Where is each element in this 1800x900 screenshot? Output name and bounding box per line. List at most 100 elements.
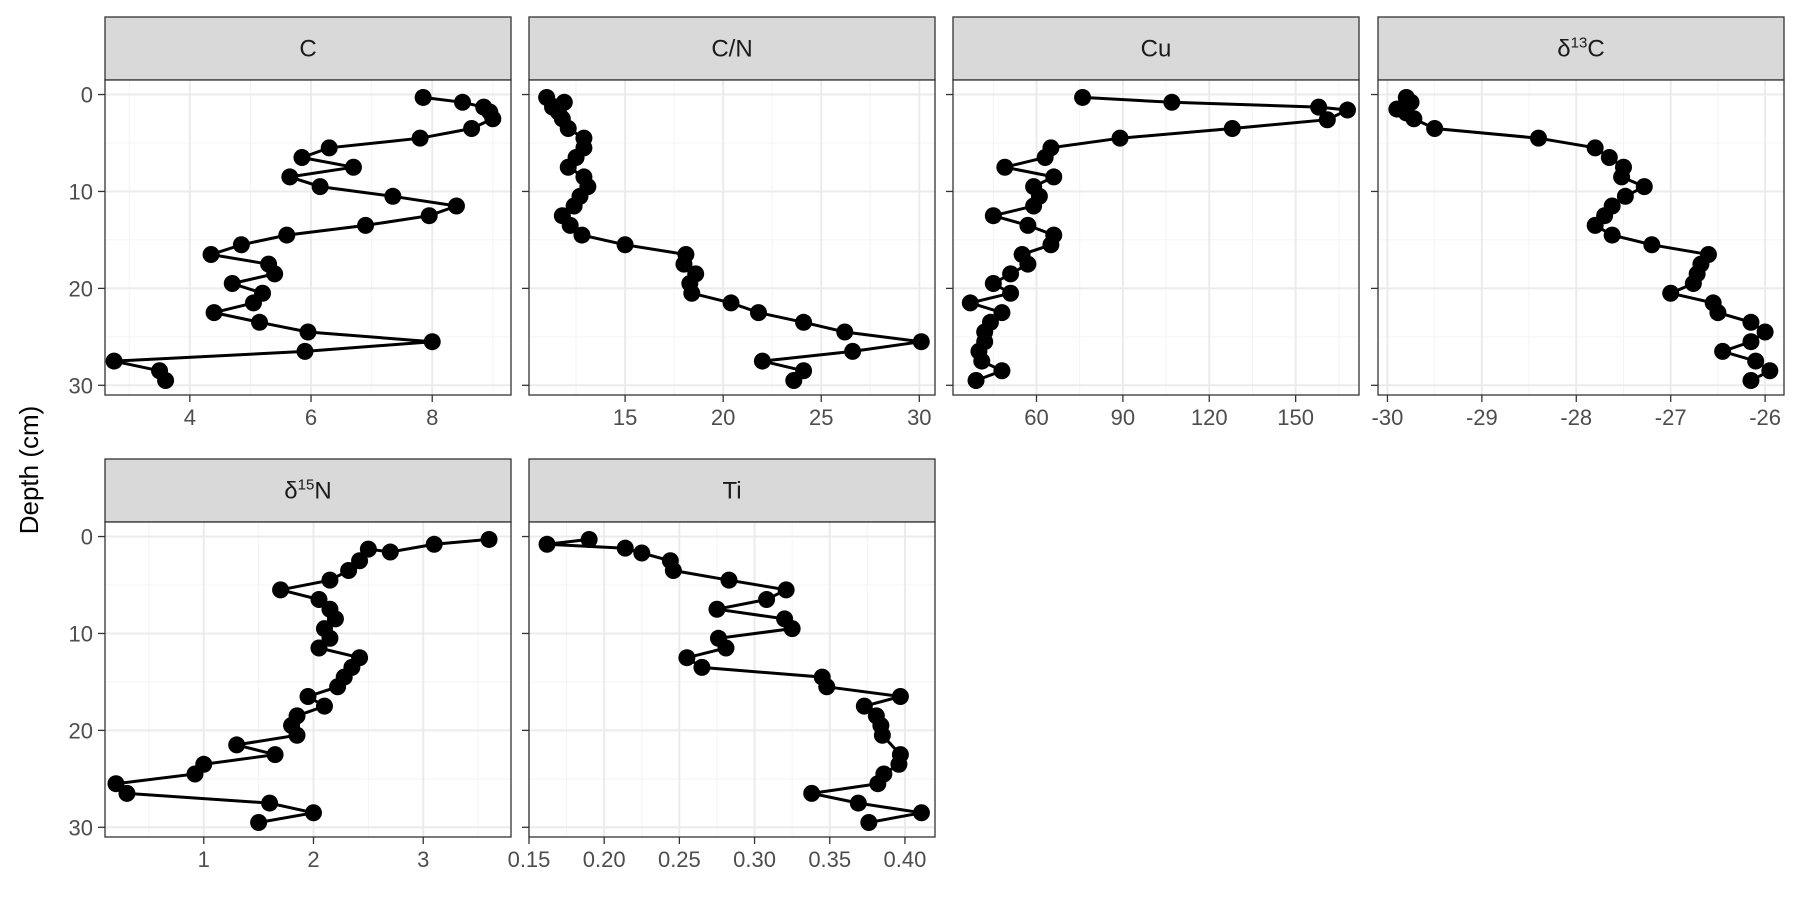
x-tick-label-13c: -30 [1372, 405, 1404, 430]
data-point-c-n [753, 352, 771, 370]
data-point-c [232, 236, 250, 254]
data-point-ti [855, 697, 873, 715]
data-point-c [293, 149, 311, 167]
panel-border-c-n [528, 79, 936, 396]
facet-strip-13c [1377, 16, 1785, 81]
data-point-cu [993, 304, 1011, 322]
panel-border-15n [104, 521, 512, 838]
data-point-15n [228, 736, 246, 754]
x-tick-label-13c: -27 [1655, 405, 1687, 430]
x-tick-label-13c: -28 [1560, 405, 1592, 430]
x-tick-label-13c: -29 [1466, 405, 1498, 430]
y-tick-label: 20 [69, 276, 93, 301]
data-point-cu [967, 371, 985, 389]
data-point-15n [261, 794, 279, 812]
data-point-c [447, 197, 465, 215]
data-point-13c [1747, 352, 1765, 370]
data-point-ti [783, 620, 801, 638]
data-point-13c [1530, 129, 1548, 147]
data-point-13c [1405, 110, 1423, 128]
data-point-c [357, 216, 375, 234]
x-tick-label-c-n: 20 [711, 405, 735, 430]
data-point-cu [1042, 236, 1060, 254]
data-point-15n [359, 540, 377, 558]
data-point-13c [1709, 304, 1727, 322]
y-tick-label: 10 [69, 621, 93, 646]
data-point-cu [1310, 98, 1328, 116]
data-point-c [454, 93, 472, 111]
data-point-cu [961, 294, 979, 312]
data-point-c-n [749, 304, 767, 322]
y-tick-label: 20 [69, 718, 93, 743]
data-point-15n [321, 629, 339, 647]
data-point-c [411, 129, 429, 147]
data-point-cu [1002, 265, 1020, 283]
data-point-15n [272, 581, 290, 599]
data-point-cu [984, 207, 1002, 225]
data-point-cu [973, 352, 991, 370]
data-point-ti [891, 687, 909, 705]
facet-strip-label-c: C [299, 36, 316, 63]
data-point-15n [340, 561, 358, 579]
data-point-15n [329, 678, 347, 696]
data-point-13c [1635, 178, 1653, 196]
facet-ti: Ti 0.15 0.20 0.25 0.30 0.35 0.40 [508, 458, 936, 872]
x-tick-label-cu: 120 [1191, 405, 1228, 430]
data-point-ti [678, 649, 696, 667]
panel-background-15n [105, 522, 511, 837]
data-point-ti [803, 784, 821, 802]
data-point-15n [186, 765, 204, 783]
data-point-ti [860, 813, 878, 831]
data-point-c [384, 187, 402, 205]
data-point-c [484, 110, 502, 128]
facet-c-n: C/N 15 20 25 30 [522, 16, 936, 430]
x-tick-label-13c: -26 [1749, 405, 1781, 430]
data-point-ti [777, 581, 795, 599]
data-point-ti [708, 600, 726, 618]
data-point-c [463, 119, 481, 137]
panel-background-13c [1378, 80, 1784, 395]
x-tick-label-c-n: 15 [613, 405, 637, 430]
data-point-ti [633, 544, 651, 562]
data-point-15n [321, 571, 339, 589]
data-point-ti [873, 726, 891, 744]
data-point-ti [664, 561, 682, 579]
data-point-c [420, 207, 438, 225]
data-point-13c [1756, 323, 1774, 341]
facet-strip-label-15n: δ15N [284, 477, 331, 505]
data-point-ti [717, 639, 735, 657]
data-point-13c [1600, 149, 1618, 167]
data-point-15n [381, 543, 399, 561]
data-point-c-n [559, 119, 577, 137]
facet-cu: Cu 60 90 120 150 [946, 16, 1360, 430]
data-point-c [202, 245, 220, 263]
data-point-c [266, 265, 284, 283]
data-point-c-n [573, 226, 591, 244]
data-point-13c [1761, 362, 1779, 380]
data-point-13c [1662, 284, 1680, 302]
data-point-ti [538, 535, 556, 553]
data-point-c-n [675, 255, 693, 273]
x-tick-label-c-n: 25 [809, 405, 833, 430]
data-point-c [205, 304, 223, 322]
data-point-c-n [565, 197, 583, 215]
data-point-c-n [785, 371, 803, 389]
facet-strip-label-ti: Ti [722, 478, 741, 505]
data-point-cu [1111, 129, 1129, 147]
data-point-ti [720, 571, 738, 589]
facet-strip-ti [528, 458, 936, 523]
x-tick-label-c-n: 30 [907, 405, 931, 430]
data-point-13c [1684, 275, 1702, 293]
data-point-13c [1426, 119, 1444, 137]
data-point-c [223, 275, 241, 293]
data-point-15n [351, 552, 369, 570]
data-point-15n [315, 697, 333, 715]
data-point-c-n [836, 323, 854, 341]
data-point-15n [288, 726, 306, 744]
data-point-cu [1025, 197, 1043, 215]
x-tick-label-c: 8 [426, 405, 438, 430]
x-tick-label-15n: 3 [417, 847, 429, 872]
data-point-c [320, 139, 338, 157]
data-point-13c [1586, 139, 1604, 157]
